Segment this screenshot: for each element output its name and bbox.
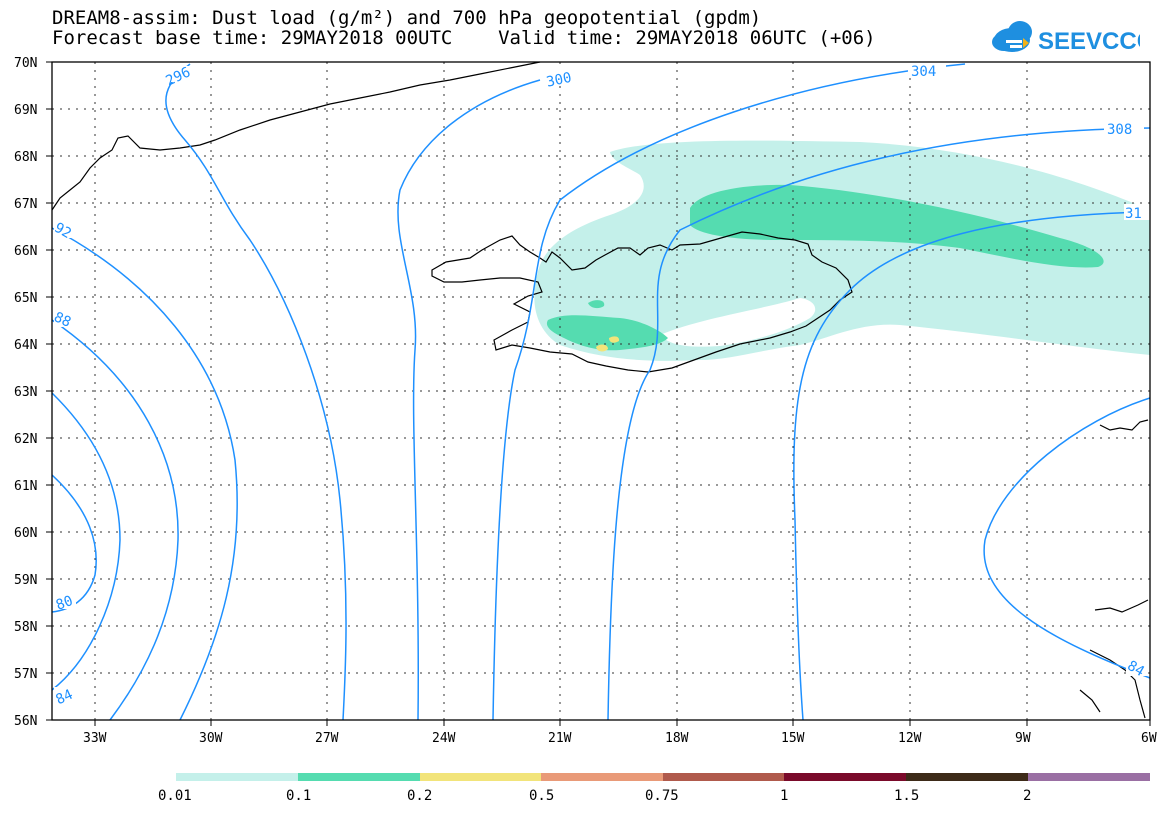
contour-label: 84 <box>53 687 75 709</box>
dust-field <box>534 140 1150 361</box>
longitude-labels: 33W 30W 27W 24W 21W 18W 15W 12W 9W 6W <box>83 731 1157 746</box>
contour-296 <box>165 63 347 721</box>
contour-288 <box>51 319 179 721</box>
dust-hole <box>660 298 816 347</box>
colorbar-swatch-1 <box>298 773 420 781</box>
cloud-icon <box>992 21 1032 52</box>
greenland-coastline <box>51 61 541 211</box>
map-title: DREAM8-assim: Dust load (g/m²) and 700 h… <box>52 7 762 29</box>
seevccc-logo: SEEVCCC <box>992 21 1140 55</box>
lon-label: 24W <box>432 731 456 746</box>
contour-300 <box>397 79 541 721</box>
dust-area-low <box>534 140 1150 361</box>
lat-label: 62N <box>14 432 37 447</box>
lon-label: 30W <box>199 731 223 746</box>
lon-label: 18W <box>665 731 689 746</box>
contour-labels: 296 300 304 308 31 92 88 80 84 84 <box>51 62 1150 708</box>
geopotential-contours <box>51 63 1151 721</box>
dust-area-mid-dot <box>588 300 605 309</box>
contour-label: 92 <box>51 220 74 242</box>
contour-308 <box>607 127 1151 721</box>
lat-label: 63N <box>14 385 37 400</box>
colorbar-label: 0.75 <box>645 788 679 804</box>
lat-label: 67N <box>14 197 37 212</box>
tick-marks <box>46 61 1151 726</box>
lat-label: 58N <box>14 620 37 635</box>
lat-label: 61N <box>14 479 37 494</box>
colorbar-label: 0.2 <box>407 788 432 804</box>
logo-text: SEEVCCC <box>1038 28 1140 55</box>
contour-280 <box>51 474 97 613</box>
lat-label: 65N <box>14 291 37 306</box>
lat-label: 57N <box>14 667 37 682</box>
contour-label: 308 <box>1107 122 1132 138</box>
contour-label: 84 <box>1124 658 1147 680</box>
lat-label: 68N <box>14 150 37 165</box>
dust-area-mid-south <box>546 315 668 351</box>
lat-label: 60N <box>14 526 37 541</box>
colorbar-swatch-4 <box>663 773 784 781</box>
contour-304 <box>492 63 966 721</box>
lon-label: 27W <box>315 731 339 746</box>
colorbar-label: 1 <box>780 788 788 804</box>
contour-284-east <box>983 397 1151 679</box>
colorbar-swatch-7 <box>1028 773 1150 781</box>
scotland-coastline <box>1079 419 1149 719</box>
map-subtitle: Forecast base time: 29MAY2018 00UTC Vali… <box>52 27 876 49</box>
lat-label: 56N <box>14 714 37 729</box>
contour-label: 300 <box>545 70 573 91</box>
contour-label: 304 <box>911 64 936 80</box>
contour-284-west <box>51 392 121 691</box>
colorbar-swatch-0 <box>176 773 298 781</box>
colorbar-label: 2 <box>1023 788 1031 804</box>
colorbar-label: 0.1 <box>286 788 311 804</box>
contour-label: 80 <box>54 593 75 614</box>
contour-292 <box>51 227 238 721</box>
lat-label: 64N <box>14 338 37 353</box>
contour-312 <box>793 211 1151 721</box>
colorbar: 0.01 0.1 0.2 0.5 0.75 1 1.5 2 <box>158 773 1150 804</box>
colorbar-label: 0.5 <box>529 788 554 804</box>
lon-label: 15W <box>781 731 805 746</box>
contour-label: 88 <box>51 309 73 331</box>
lat-label: 59N <box>14 573 37 588</box>
graticule <box>52 62 1150 720</box>
colorbar-swatch-2 <box>420 773 541 781</box>
colorbar-swatch-6 <box>906 773 1028 781</box>
contour-label: 31 <box>1125 206 1142 222</box>
lat-label: 69N <box>14 103 37 118</box>
lat-label: 70N <box>14 56 37 71</box>
latitude-labels: 70N 69N 68N 67N 66N 65N 64N 63N 62N 61N … <box>14 56 37 729</box>
colorbar-label: 1.5 <box>894 788 919 804</box>
colorbar-label: 0.01 <box>158 788 192 804</box>
lon-label: 33W <box>83 731 107 746</box>
lon-label: 6W <box>1141 731 1157 746</box>
dust-area-high-2 <box>609 336 620 343</box>
lat-label: 66N <box>14 244 37 259</box>
dust-area-high-1 <box>596 344 608 352</box>
lon-label: 9W <box>1015 731 1031 746</box>
lon-label: 12W <box>898 731 922 746</box>
dust-area-mid-north <box>690 184 1104 268</box>
lon-label: 21W <box>548 731 572 746</box>
colorbar-swatch-5 <box>784 773 906 781</box>
colorbar-swatch-3 <box>541 773 663 781</box>
